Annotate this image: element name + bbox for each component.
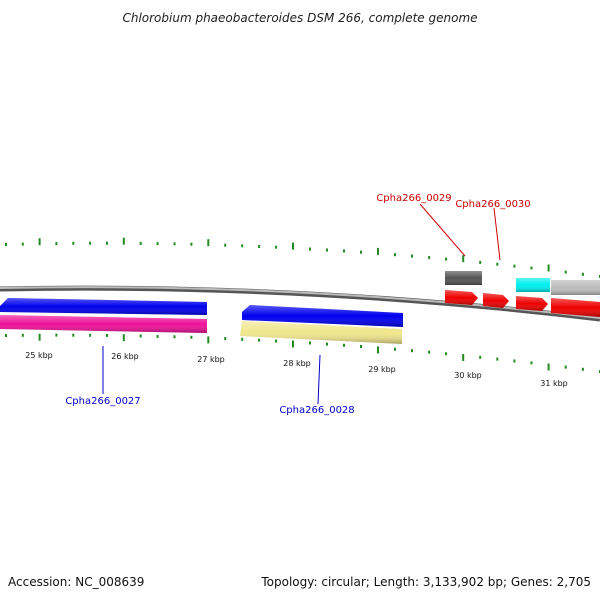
map-title: Chlorobium phaeobacteroides DSM 266, com… — [122, 11, 477, 25]
tick-label: 31 kbp — [540, 379, 568, 388]
gene-label-cpha266-0028[interactable]: Cpha266_0028 — [279, 405, 354, 416]
tick-label: 25 kbp — [25, 351, 53, 360]
genome-summary-text: Topology: circular; Length: 3,133,902 bp… — [260, 575, 591, 589]
gene-label-cpha266-0029[interactable]: Cpha266_0029 — [376, 193, 451, 204]
upper-tick-track — [5, 237, 600, 278]
gene-callouts: Cpha266_0027 Cpha266_0028 Cpha266_0029 C… — [65, 193, 530, 416]
callout-line — [493, 207, 501, 261]
tick-label: 28 kbp — [283, 359, 311, 368]
lower-tick-track — [5, 333, 600, 373]
tick-label: 27 kbp — [197, 355, 225, 364]
callout-line — [317, 354, 321, 405]
forward-strand-genes — [0, 271, 600, 327]
tick-labels: 25 kbp 26 kbp 27 kbp 28 kbp 29 kbp 30 kb… — [25, 351, 568, 388]
tick-label: 29 kbp — [368, 365, 396, 374]
tick-label: 26 kbp — [111, 352, 139, 361]
tick-label: 30 kbp — [454, 371, 482, 380]
genome-backbone — [0, 285, 600, 322]
gene-label-cpha266-0027[interactable]: Cpha266_0027 — [65, 396, 140, 407]
reverse-strand-genes — [0, 290, 600, 344]
gene-label-cpha266-0030[interactable]: Cpha266_0030 — [455, 199, 530, 210]
accession-text: Accession: NC_008639 — [8, 575, 144, 589]
callout-line — [419, 203, 466, 257]
